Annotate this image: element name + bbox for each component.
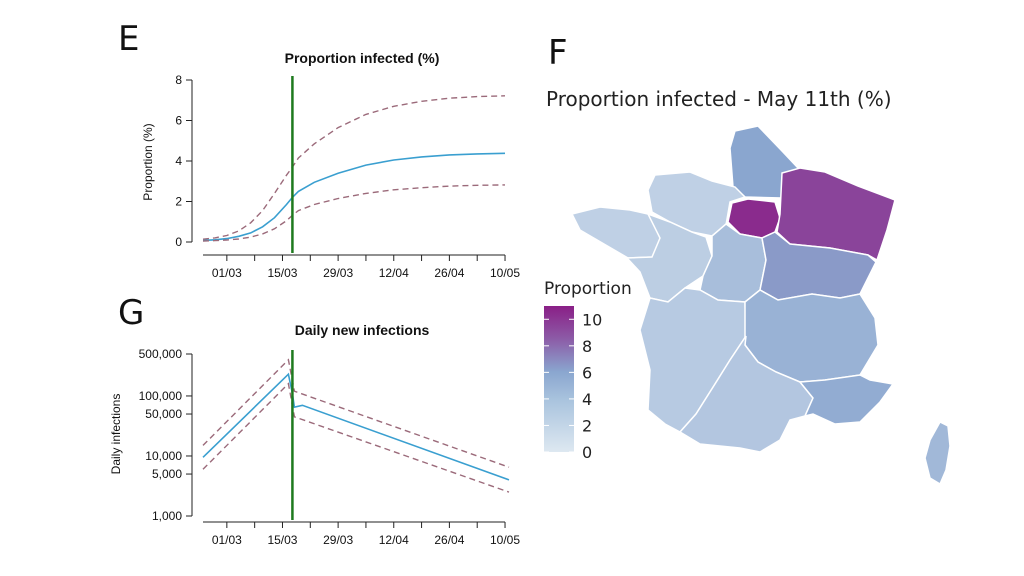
x-tick-label: 10/05 — [490, 266, 520, 280]
y-tick-label: 100,000 — [139, 389, 183, 403]
x-tick-label: 26/04 — [434, 533, 464, 547]
chart-g-plot-area — [202, 350, 510, 520]
y-tick-label: 2 — [175, 195, 182, 209]
y-tick-label: 500,000 — [139, 347, 183, 361]
series-median-line — [202, 372, 510, 481]
legend-title: Proportion — [544, 279, 632, 299]
legend-colorbar — [544, 306, 574, 452]
y-tick-label: 0 — [175, 235, 182, 249]
x-tick-label: 12/04 — [379, 266, 409, 280]
x-tick-label: 15/03 — [267, 533, 297, 547]
chart-e-ylabel: Proportion (%) — [141, 123, 155, 200]
x-tick-label: 29/03 — [323, 266, 353, 280]
y-tick-label: 6 — [175, 114, 182, 128]
series-lower-line — [202, 184, 506, 242]
legend-tick-label: 8 — [582, 337, 592, 356]
x-tick-label: 01/03 — [212, 533, 242, 547]
panel-letter-e: E — [118, 19, 139, 59]
panel-letter-f: F — [548, 33, 568, 73]
panel-e: E Proportion infected (%) Proportion (%)… — [118, 19, 520, 280]
panel-letter-g: G — [118, 293, 144, 333]
y-tick-label: 1,000 — [152, 509, 182, 523]
series-median-line — [202, 152, 506, 242]
panel-g: G Daily new infections Daily infections … — [109, 293, 520, 547]
y-tick-label: 50,000 — [145, 407, 182, 421]
map-legend: Proportion 0 2 4 6 8 10 — [544, 279, 632, 462]
x-tick-label: 01/03 — [212, 266, 242, 280]
x-tick-label: 26/04 — [434, 266, 464, 280]
panel-f: F Proportion infected - May 11th (%) Pro… — [544, 33, 951, 486]
chart-g-ylabel: Daily infections — [109, 394, 123, 475]
x-tick-label: 12/04 — [379, 533, 409, 547]
chart-e-axes: 0 2 4 6 8 01/03 15/03 29/03 12/04 26/04 10/05 — [175, 73, 520, 280]
x-tick-label: 15/03 — [267, 266, 297, 280]
legend-tick-label: 4 — [582, 390, 592, 409]
chart-e-plot-area — [202, 76, 506, 253]
region-provence-alpes-cote-dazur[interactable] — [798, 374, 895, 425]
legend-tick-label: 0 — [582, 443, 592, 462]
legend-tick-label: 6 — [582, 363, 592, 382]
y-tick-label: 4 — [175, 154, 182, 168]
chart-e-title: Proportion infected (%) — [285, 50, 440, 66]
france-map — [570, 125, 951, 486]
x-tick-label: 29/03 — [323, 533, 353, 547]
x-tick-label: 10/05 — [490, 533, 520, 547]
chart-g-axes: 1,000 5,000 10,000 50,000 100,000 500,000 01/0… — [139, 347, 521, 547]
chart-g-title: Daily new infections — [295, 322, 430, 338]
region-grand-est[interactable] — [776, 167, 896, 262]
y-tick-label: 5,000 — [152, 467, 182, 481]
series-upper-line — [202, 95, 506, 240]
region-corse[interactable] — [924, 421, 951, 486]
map-title: Proportion infected - May 11th (%) — [546, 87, 892, 111]
legend-tick-label: 2 — [582, 416, 592, 435]
y-tick-label: 8 — [175, 73, 182, 87]
legend-ticks: 0 2 4 6 8 10 — [544, 310, 602, 462]
y-tick-label: 10,000 — [145, 449, 182, 463]
legend-tick-label: 10 — [582, 310, 602, 329]
